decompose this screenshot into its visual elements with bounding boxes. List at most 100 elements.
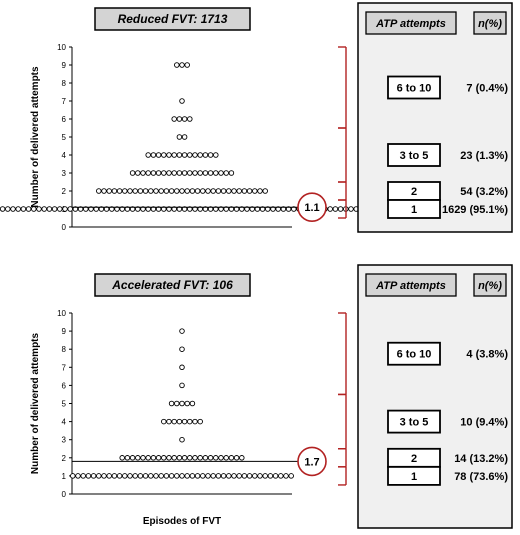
group-label: 1	[411, 471, 417, 483]
data-point	[166, 170, 172, 176]
y-tick-label: 10	[57, 309, 66, 318]
data-point	[192, 152, 198, 158]
data-point	[132, 473, 138, 479]
data-point	[90, 473, 97, 479]
data-point	[101, 473, 107, 479]
data-point	[184, 473, 190, 479]
data-point	[207, 152, 214, 158]
data-point	[181, 116, 188, 122]
data-point	[106, 188, 112, 194]
y-tick-label: 9	[62, 61, 67, 70]
data-point	[148, 473, 154, 479]
data-point	[215, 188, 222, 194]
group-label: 1	[411, 204, 417, 216]
y-tick-label: 2	[62, 187, 67, 196]
data-point	[252, 188, 258, 194]
data-point	[205, 473, 211, 479]
data-point	[176, 418, 183, 425]
group-label: 6 to 10	[397, 349, 432, 361]
data-point	[179, 382, 185, 389]
y-tick-label: 7	[62, 97, 67, 106]
data-point	[181, 134, 188, 140]
data-point	[116, 473, 123, 479]
data-point	[5, 206, 11, 212]
data-point	[163, 473, 170, 479]
data-point	[236, 188, 242, 194]
data-point	[236, 473, 242, 479]
y-tick-label: 3	[62, 169, 67, 178]
data-point	[218, 170, 224, 176]
data-point	[231, 188, 237, 194]
y-tick-label: 10	[57, 43, 66, 52]
data-point	[174, 473, 180, 479]
data-point	[288, 473, 294, 479]
data-point	[101, 188, 107, 194]
data-point	[10, 206, 16, 212]
y-axis-label: Number of delivered attempts	[30, 332, 41, 474]
data-point	[207, 170, 214, 176]
data-point	[166, 455, 172, 461]
y-tick-label: 6	[62, 115, 67, 124]
data-point	[132, 188, 138, 194]
y-tick-label: 4	[62, 418, 67, 427]
data-point	[176, 455, 183, 461]
data-point	[231, 473, 237, 479]
group-label-box	[387, 465, 441, 486]
data-point	[174, 62, 180, 68]
y-tick-label: 6	[62, 381, 67, 390]
data-point	[233, 455, 240, 461]
data-point	[189, 188, 196, 194]
data-point	[197, 152, 203, 158]
data-point	[241, 188, 248, 194]
data-point	[168, 473, 175, 479]
chart-title-box	[94, 273, 251, 297]
data-point	[246, 473, 253, 479]
data-point	[145, 455, 151, 461]
data-point	[189, 473, 196, 479]
data-point	[127, 188, 133, 194]
group-label-box	[387, 341, 441, 366]
group-value: 54 (3.2%)	[460, 186, 508, 198]
data-point	[119, 455, 125, 461]
data-point	[327, 206, 333, 212]
data-point	[202, 455, 209, 461]
chart-title-box	[94, 7, 251, 31]
data-point	[127, 473, 133, 479]
data-point	[51, 206, 58, 212]
data-point	[150, 455, 157, 461]
data-point	[179, 346, 185, 352]
data-point	[187, 116, 193, 122]
panel-header: ATP attempts	[375, 18, 446, 30]
group-label: 2	[411, 453, 417, 465]
data-point	[210, 188, 216, 194]
data-point	[283, 473, 289, 479]
data-point	[257, 188, 263, 194]
group-value: 78 (73.6%)	[454, 471, 508, 483]
panel-header-box	[365, 11, 457, 35]
data-point	[220, 188, 227, 194]
data-point	[57, 206, 63, 212]
data-point	[213, 455, 219, 461]
data-point	[184, 188, 190, 194]
y-tick-label: 9	[62, 327, 67, 336]
group-label-box	[387, 143, 441, 167]
group-label: 6 to 10	[397, 83, 432, 95]
data-point	[161, 418, 167, 425]
data-point	[122, 473, 128, 479]
panel-header2: n(%)	[478, 18, 502, 30]
data-point	[150, 152, 157, 158]
data-point	[181, 152, 188, 158]
data-point	[129, 170, 136, 176]
data-point	[171, 116, 177, 122]
group-value: 10 (9.4%)	[460, 417, 508, 429]
panel-header: ATP attempts	[375, 280, 446, 292]
data-point	[62, 206, 68, 212]
data-point	[163, 188, 170, 194]
data-point	[161, 455, 167, 461]
data-point	[192, 418, 198, 425]
y-tick-label: 8	[62, 79, 67, 88]
data-point	[257, 473, 263, 479]
data-point	[197, 455, 203, 461]
group-label-box	[387, 199, 441, 219]
y-tick-label: 5	[62, 133, 67, 142]
